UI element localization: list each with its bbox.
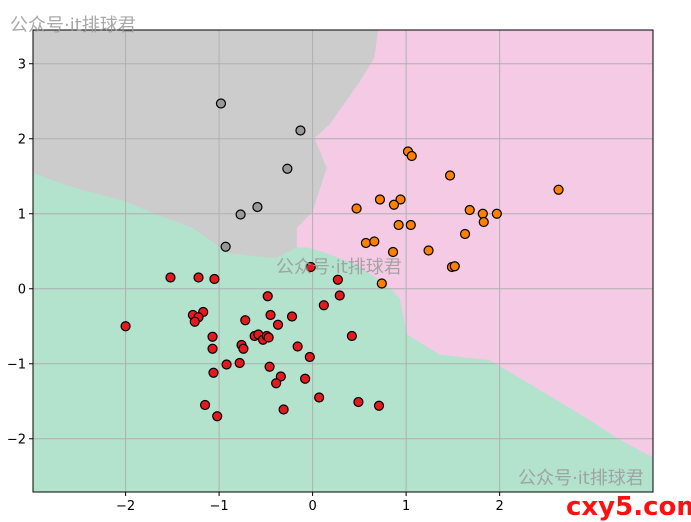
data-point bbox=[376, 278, 387, 289]
y-tick-label: 2 bbox=[18, 132, 26, 147]
data-point bbox=[199, 399, 211, 411]
x-tick-label: −1 bbox=[210, 499, 229, 514]
data-point bbox=[193, 272, 204, 283]
data-point bbox=[272, 319, 284, 330]
data-point bbox=[387, 246, 399, 258]
data-point bbox=[388, 199, 400, 210]
data-point bbox=[374, 194, 386, 205]
data-point bbox=[304, 351, 315, 363]
data-point bbox=[238, 343, 249, 354]
data-point bbox=[405, 219, 416, 231]
data-point bbox=[346, 330, 357, 342]
data-point bbox=[207, 331, 218, 342]
data-point bbox=[444, 170, 456, 181]
x-tick-label: 2 bbox=[495, 499, 503, 514]
data-point bbox=[406, 150, 417, 162]
data-point bbox=[221, 359, 232, 370]
data-point bbox=[292, 341, 303, 352]
data-point bbox=[360, 237, 372, 249]
watermark-bottom-right: 公众号·it排球君 bbox=[518, 468, 644, 489]
data-point bbox=[235, 209, 246, 220]
data-point bbox=[189, 316, 200, 327]
data-point bbox=[334, 290, 345, 301]
data-point bbox=[305, 261, 316, 273]
data-point bbox=[369, 236, 380, 247]
data-point bbox=[271, 378, 282, 389]
y-tick-label: −2 bbox=[7, 432, 26, 447]
grid-lines bbox=[33, 30, 653, 492]
data-points bbox=[120, 98, 564, 422]
watermark-logo: cxy5.com bbox=[566, 492, 691, 522]
data-point bbox=[300, 373, 311, 384]
x-tick-label: −2 bbox=[116, 499, 135, 514]
data-point bbox=[393, 219, 404, 231]
data-point bbox=[477, 208, 488, 219]
data-point bbox=[423, 245, 434, 256]
x-tick-label: 0 bbox=[308, 499, 316, 514]
y-tick-label: 1 bbox=[18, 207, 26, 222]
data-point bbox=[209, 273, 220, 285]
region-pink bbox=[296, 30, 653, 458]
data-point bbox=[265, 309, 276, 321]
data-point bbox=[491, 208, 502, 219]
region-gray bbox=[33, 30, 379, 258]
data-point bbox=[373, 400, 385, 411]
data-point bbox=[332, 274, 343, 285]
data-point bbox=[318, 300, 329, 311]
axes-frame bbox=[32, 29, 654, 493]
data-point bbox=[351, 203, 362, 214]
watermark-center: 公众号·it排球君 bbox=[276, 257, 402, 278]
data-point bbox=[275, 371, 286, 382]
data-point bbox=[120, 321, 131, 332]
data-point bbox=[240, 315, 251, 326]
data-point bbox=[263, 332, 274, 343]
data-point bbox=[262, 291, 273, 302]
data-point bbox=[286, 311, 298, 322]
data-point bbox=[165, 272, 176, 283]
data-point bbox=[278, 404, 289, 415]
data-point bbox=[353, 396, 364, 408]
y-tick-label: −1 bbox=[7, 357, 26, 372]
data-point bbox=[264, 361, 275, 372]
data-point bbox=[215, 98, 227, 109]
data-point bbox=[220, 241, 231, 252]
data-point bbox=[464, 204, 475, 216]
data-point bbox=[295, 125, 306, 136]
decision-regions bbox=[33, 30, 653, 492]
data-point bbox=[314, 392, 325, 403]
data-point bbox=[282, 163, 293, 174]
x-tick-label: 1 bbox=[402, 499, 410, 514]
data-point bbox=[449, 261, 460, 272]
data-point bbox=[212, 411, 223, 422]
data-point bbox=[478, 216, 489, 228]
data-point bbox=[252, 201, 263, 213]
y-tick-label: 0 bbox=[18, 282, 26, 297]
y-tick-label: 3 bbox=[18, 57, 26, 72]
data-point bbox=[395, 194, 406, 205]
data-point bbox=[207, 343, 218, 354]
watermark-top-left: 公众号·it排球君 bbox=[10, 15, 136, 36]
data-point bbox=[553, 184, 564, 195]
data-point bbox=[208, 367, 219, 378]
data-point bbox=[459, 228, 471, 240]
axis-ticks: −2 −1 0 1 2 −2 −1 0 1 2 3 bbox=[7, 57, 504, 514]
data-point bbox=[234, 357, 245, 369]
